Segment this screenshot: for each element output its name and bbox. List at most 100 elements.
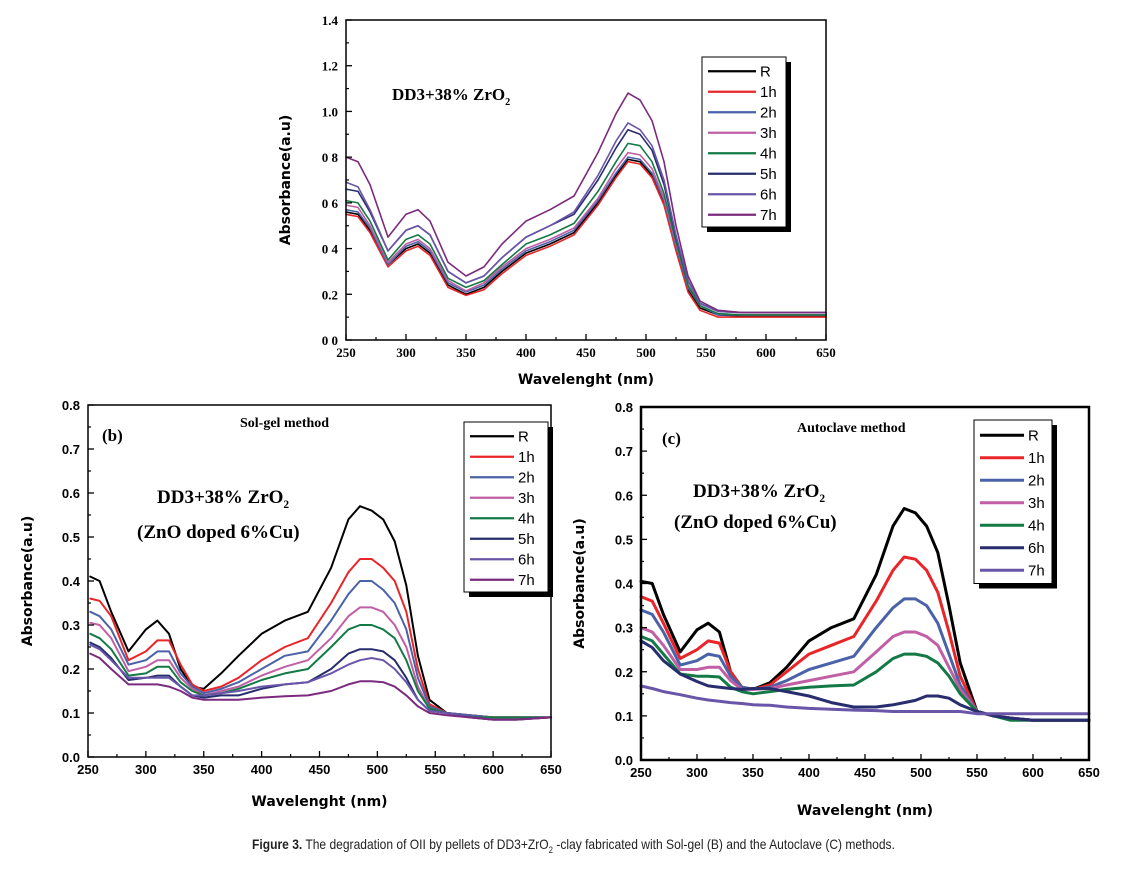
legend-label: 7h [760, 207, 777, 224]
x-tick-label: 350 [193, 762, 215, 777]
legend-item: 3h [708, 125, 777, 142]
sample-annotation: DD3+38% ZrO2 [157, 487, 289, 511]
series-line-4h [345, 142, 827, 316]
x-tick-label: 350 [742, 765, 764, 780]
y-tick-label: 0.3 [62, 618, 80, 633]
y-tick-label: 0.6 [615, 488, 633, 503]
x-tick-label: 450 [854, 765, 876, 780]
y-tick-label: 0 8 [322, 150, 339, 165]
y-tick-label: 0.5 [62, 530, 80, 545]
y-tick-label: 0.7 [615, 444, 633, 459]
legend: R 1h 2h 3h 4h 6h 7h [973, 419, 1057, 589]
x-tick-label: 500 [910, 765, 932, 780]
caption-text-before: The degradation of OII by pellets of DD3… [302, 836, 549, 852]
legend-box [701, 56, 787, 228]
legend-label: 2h [760, 104, 777, 121]
series-line-r [89, 505, 552, 719]
x-axis-title: Wavelenght (nm) [251, 794, 387, 810]
legend-label: 3h [1028, 495, 1045, 512]
series-line-6h [345, 122, 827, 314]
y-axis: 0 0 0.2 0 4 0 6 0 8 1.0 1.2 1.4 [322, 13, 352, 348]
x-tick-label: 400 [516, 345, 536, 360]
sample-annotation: (ZnO doped 6%Cu) [137, 522, 300, 543]
y-tick-label: 0 0 [322, 333, 338, 348]
y-tick-label: 0.1 [62, 706, 80, 721]
legend-label: 7h [1028, 562, 1045, 579]
panel-label: (c) [662, 429, 681, 448]
legend-item: R [980, 427, 1039, 444]
legend-item: 6h [470, 551, 535, 568]
y-tick-label: 0.2 [322, 287, 338, 302]
x-tick-label: 450 [309, 762, 331, 777]
legend-item: R [470, 428, 529, 445]
legend-item: 6h [708, 186, 777, 203]
legend: R 1h 2h 3h 4h 5h 6h 7h [463, 421, 553, 597]
chart-c-autoclave: 250 300 350 400 450 500 550 600 6500.00.10.20.30… [572, 400, 1100, 819]
method-title: Sol-gel method [240, 416, 329, 431]
y-tick-label: 0.1 [615, 709, 633, 724]
y-axis-title: Absorbance(a.u) [278, 115, 294, 245]
y-tick-label: 0.6 [62, 486, 80, 501]
legend-item: 3h [470, 490, 535, 507]
y-tick-label: 0.2 [62, 662, 80, 677]
legend-label: 7h [518, 572, 535, 589]
y-tick-label: 0.7 [62, 442, 80, 457]
chart-b-sol-gel: 250 300 350 400 450 500 550 600 6500.00.10.20.30… [20, 398, 562, 810]
y-axis: 0.0 0.1 0.2 0.3 0.4 0.5 0.6 0.7 0.8 [615, 400, 647, 768]
legend-item: 1h [470, 449, 535, 466]
x-tick-label: 500 [636, 345, 656, 360]
series-line-7h [639, 684, 1091, 716]
legend-label: R [518, 428, 529, 445]
x-tick-label: 650 [816, 345, 836, 360]
x-tick-label: 250 [77, 762, 99, 777]
legend-item: 4h [708, 145, 777, 162]
series-group [345, 92, 827, 318]
caption-text-after: -clay fabricated with Sol-gel (B) and th… [552, 836, 895, 852]
legend-label: R [1028, 427, 1039, 444]
x-tick-label: 300 [396, 345, 416, 360]
x-tick-label: 350 [456, 345, 476, 360]
y-tick-label: 0 4 [322, 242, 339, 257]
legend-label: 5h [760, 166, 777, 183]
y-tick-label: 1.4 [322, 13, 339, 28]
x-tick-label: 650 [540, 762, 562, 777]
legend-item: 6h [980, 540, 1045, 557]
legend-label: R [760, 63, 771, 80]
legend-label: 6h [518, 551, 535, 568]
series-group [639, 507, 1091, 722]
legend-item: 5h [708, 166, 777, 183]
y-tick-label: 1.0 [322, 104, 338, 119]
x-tick-label: 450 [576, 345, 596, 360]
series-line-1h [345, 160, 827, 318]
series-line-1h [89, 558, 552, 719]
figure-caption: Figure 3. The degradation of OII by pell… [80, 836, 1066, 855]
caption-label: Figure 3. [252, 836, 303, 852]
y-tick-label: 0.0 [615, 753, 633, 768]
legend-item: 5h [470, 531, 535, 548]
sample-annotation: DD3+38% ZrO2 [693, 481, 825, 505]
y-axis-title: Absorbance(a.u) [20, 516, 36, 646]
legend-item: 7h [980, 562, 1045, 579]
legend-item: 1h [980, 450, 1045, 467]
panel-label: (b) [102, 426, 123, 445]
y-axis-title: Absorbance(a.u) [572, 518, 588, 648]
legend-item: 2h [980, 472, 1045, 489]
x-tick-label: 600 [482, 762, 504, 777]
legend-label: 5h [518, 531, 535, 548]
x-tick-label: 250 [630, 765, 652, 780]
legend-item: 1h [708, 84, 777, 101]
legend-label: 6h [760, 186, 777, 203]
x-axis-title: Wavelenght (nm) [797, 803, 933, 819]
x-tick-label: 600 [756, 345, 776, 360]
y-tick-label: 0.3 [615, 621, 633, 636]
legend-label: 3h [518, 490, 535, 507]
method-title: Autoclave method [797, 421, 906, 436]
y-tick-label: 0.8 [62, 398, 80, 413]
legend-item: 2h [708, 104, 777, 121]
legend-item: 7h [708, 207, 777, 224]
x-axis-title: Wavelenght (nm) [518, 372, 654, 388]
caption-subscript: 2 [548, 844, 553, 855]
x-tick-label: 400 [251, 762, 273, 777]
